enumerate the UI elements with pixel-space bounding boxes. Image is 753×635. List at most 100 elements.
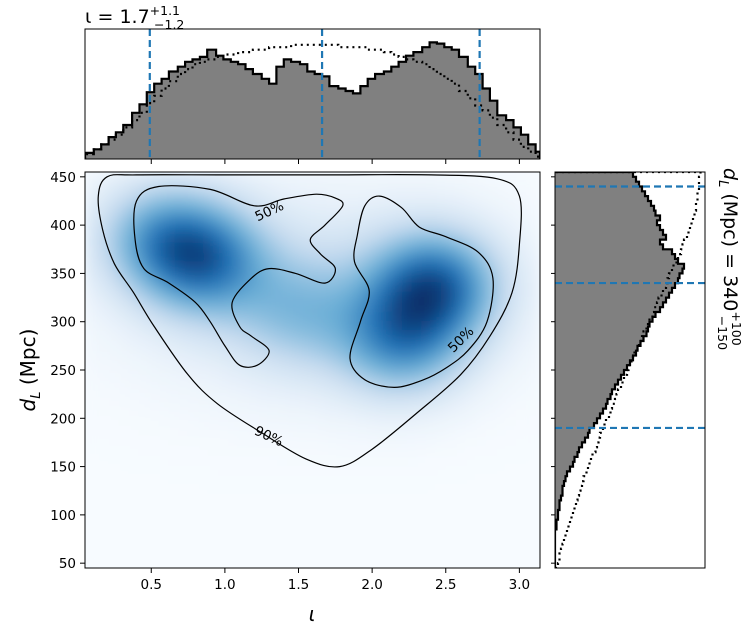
heatmap-cell [174, 518, 185, 529]
heatmap-cell [352, 399, 363, 411]
heatmap-cell [183, 379, 195, 391]
heatmap-cell [401, 488, 413, 500]
heatmap-cell [154, 300, 165, 312]
heatmap-cell [154, 508, 165, 520]
heatmap-cell [401, 429, 413, 440]
heatmap-cell [371, 439, 383, 450]
heatmap-cell [332, 191, 343, 203]
heatmap-cell [500, 211, 511, 223]
heatmap-cell [510, 508, 521, 520]
heatmap-cell [352, 439, 363, 450]
heatmap-cell [352, 280, 363, 292]
heatmap-cell [342, 518, 353, 529]
heatmap-cell [124, 300, 136, 312]
heatmap-cell [243, 201, 254, 213]
heatmap-cell [263, 310, 274, 322]
heatmap-cell [85, 508, 96, 520]
heatmap-cell [124, 241, 136, 252]
heatmap-cell [144, 389, 155, 401]
heatmap-cell [302, 172, 314, 183]
heatmap-cell [371, 508, 383, 520]
heatmap-cell [223, 172, 234, 183]
heatmap-cell [381, 231, 393, 242]
heatmap-cell [500, 548, 511, 559]
heatmap-cell [312, 528, 323, 539]
heatmap-cell [114, 419, 126, 430]
heatmap-cell [282, 548, 294, 559]
heatmap-cell [134, 221, 145, 232]
heatmap-cell [154, 518, 165, 529]
x-axis-ticks: 0.5 1.0 1.5 2.0 2.5 3.0 [141, 568, 530, 593]
heatmap-cell [243, 211, 254, 223]
heatmap-cell [401, 419, 413, 430]
heatmap-cell [183, 419, 195, 430]
heatmap-cell [134, 310, 145, 322]
y-tick-label: 350 [50, 266, 76, 282]
heatmap-cell [114, 488, 126, 500]
heatmap-cell [253, 518, 264, 529]
heatmap-cell [510, 439, 521, 450]
heatmap-cell [114, 191, 126, 203]
heatmap-cell [243, 320, 254, 331]
heatmap-cell [253, 459, 264, 470]
heatmap-cell [213, 389, 225, 401]
heatmap-cell [450, 389, 462, 401]
heatmap-cell [253, 271, 264, 282]
heatmap-cell [520, 548, 531, 559]
heatmap-cell [263, 459, 274, 470]
heatmap-cell [213, 241, 225, 252]
heatmap-cell [85, 429, 96, 440]
heatmap-cell [85, 300, 96, 312]
heatmap-cell [411, 498, 422, 510]
heatmap-cell [134, 191, 145, 203]
heatmap-cell [183, 261, 195, 272]
heatmap-cell [272, 558, 284, 568]
heatmap-cell [213, 261, 225, 272]
heatmap-cell [441, 280, 452, 292]
heatmap-cell [500, 181, 511, 193]
heatmap-cell [480, 389, 492, 401]
heatmap-cell [510, 379, 521, 391]
heatmap-cell [332, 478, 343, 490]
heatmap-cell [342, 528, 353, 539]
heatmap-cell [510, 469, 521, 480]
heatmap-cell [520, 191, 531, 203]
heatmap-cell [114, 498, 126, 510]
heatmap-cell [114, 300, 126, 312]
heatmap-cell [263, 518, 274, 529]
heatmap-cell [193, 429, 205, 440]
heatmap-cell [371, 370, 383, 381]
heatmap-cell [431, 221, 442, 232]
heatmap-cell [114, 340, 126, 351]
heatmap-cell [292, 419, 304, 430]
heatmap-cell [144, 409, 155, 421]
heatmap-cell [361, 350, 373, 361]
heatmap-cell [401, 261, 413, 272]
heatmap-cell [282, 261, 294, 272]
heatmap-cell [233, 261, 244, 272]
heatmap-cell [490, 211, 502, 223]
heatmap-cell [203, 231, 215, 242]
heatmap-cell [342, 280, 353, 292]
y-tick-label: 400 [50, 218, 76, 234]
heatmap-cell [460, 221, 472, 232]
heatmap-cell [263, 340, 274, 351]
heatmap-cell [480, 409, 492, 421]
heatmap-cell [371, 389, 383, 401]
heatmap-cell [292, 172, 304, 183]
heatmap-cell [480, 528, 492, 539]
heatmap-cell [381, 528, 393, 539]
heatmap-cell [342, 538, 353, 549]
heatmap-cell [421, 439, 432, 450]
heatmap-cell [114, 251, 126, 262]
heatmap-cell [85, 280, 96, 292]
heatmap-cell [213, 548, 225, 559]
heatmap-cell [332, 439, 343, 450]
heatmap-cell [500, 360, 511, 371]
heatmap-cell [361, 518, 373, 529]
heatmap-cell [460, 478, 472, 490]
heatmap-cell [282, 350, 294, 361]
heatmap-cell [164, 498, 175, 510]
heatmap-cell [144, 459, 155, 470]
heatmap-cell [292, 300, 304, 312]
